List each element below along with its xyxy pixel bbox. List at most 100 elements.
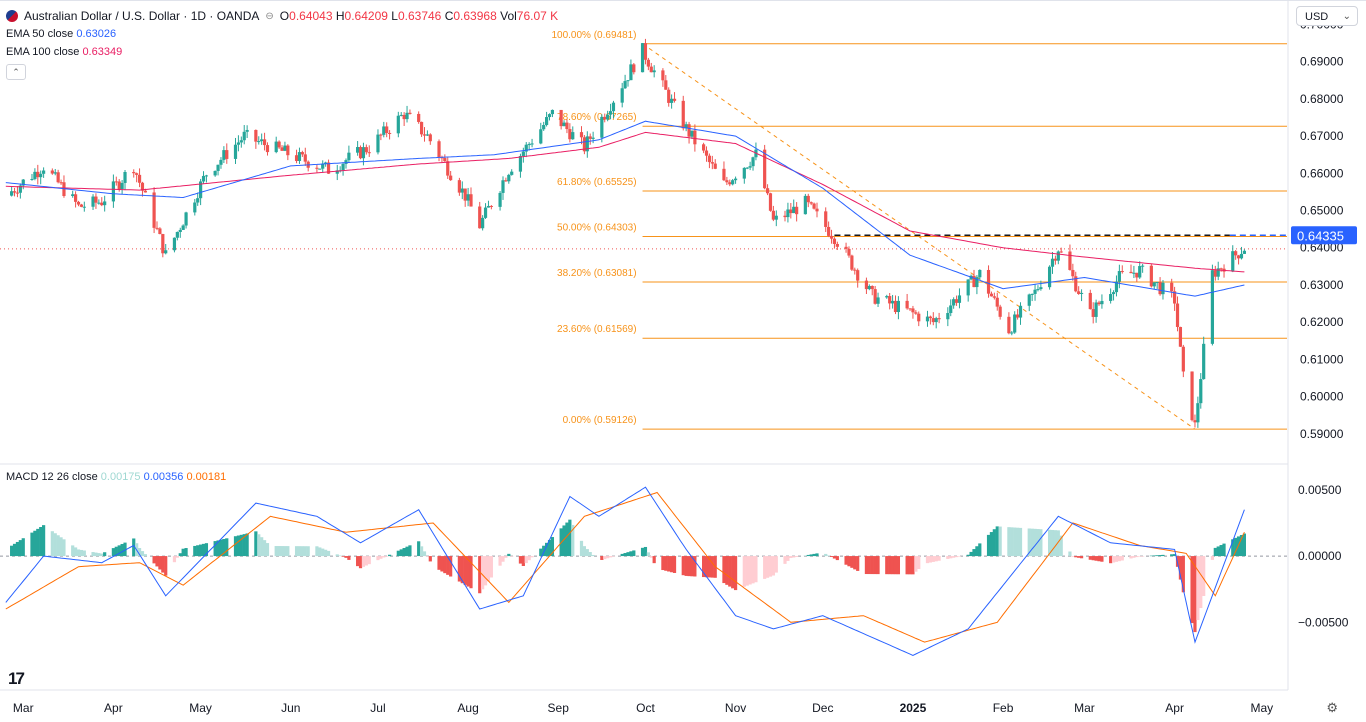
candle-body bbox=[204, 175, 209, 177]
candle-body bbox=[143, 190, 147, 193]
macd-hist-bar bbox=[1242, 533, 1246, 557]
candle-body bbox=[670, 98, 674, 103]
macd-hist-bar bbox=[672, 556, 677, 573]
macd-hist-bar bbox=[1129, 556, 1133, 559]
candle-body bbox=[1132, 272, 1136, 274]
candle-body bbox=[1178, 326, 1183, 347]
candle-body bbox=[460, 188, 464, 193]
macd-hist-bar bbox=[722, 556, 726, 584]
macd-hist-bar bbox=[486, 556, 491, 582]
macd-hist-bar bbox=[725, 556, 729, 585]
macd-hist-bar bbox=[812, 553, 816, 557]
gear-icon[interactable]: ⚙ bbox=[1326, 700, 1338, 715]
candle-body bbox=[201, 175, 206, 182]
candle-body bbox=[1141, 265, 1145, 267]
macd-hist-bar bbox=[1202, 556, 1206, 596]
ohlc-readout: O0.64043 H0.64209 L0.63746 C0.63968 Vol7… bbox=[279, 9, 559, 23]
candle-body bbox=[954, 299, 959, 303]
time-axis-label: Nov bbox=[725, 701, 746, 715]
candle-body bbox=[425, 134, 429, 136]
macd-hist-bar bbox=[643, 546, 648, 557]
tradingview-logo-icon: 17 bbox=[8, 669, 25, 688]
macd-hist-bar bbox=[1111, 556, 1116, 563]
candle-body bbox=[277, 141, 281, 148]
candle-body bbox=[550, 109, 555, 115]
candle-body bbox=[1091, 309, 1095, 317]
symbol-title[interactable]: Australian Dollar / U.S. Dollar · 1D · O… bbox=[24, 9, 260, 23]
candle-body bbox=[539, 129, 543, 144]
candle-body bbox=[629, 64, 633, 81]
macd-hist-bar bbox=[387, 554, 392, 557]
candle-body bbox=[850, 255, 854, 270]
macd-hist-bar bbox=[265, 543, 270, 557]
macd-hist-bar bbox=[850, 556, 854, 568]
macd-hist-bar bbox=[873, 556, 877, 575]
macd-hist-bar bbox=[71, 545, 75, 557]
fib-level-label: 78.60% (0.67265) bbox=[557, 112, 637, 123]
currency-select[interactable]: USD ⌄ bbox=[1296, 6, 1358, 26]
candles-group bbox=[10, 38, 1246, 428]
macd-hist-bar bbox=[957, 556, 962, 557]
macd-hist-bar bbox=[1222, 543, 1226, 557]
candle-body bbox=[829, 235, 834, 239]
price-tick-label: 0.63000 bbox=[1300, 278, 1344, 292]
macd-hist-bar bbox=[600, 556, 604, 560]
candle-body bbox=[847, 248, 851, 256]
candle-body bbox=[684, 124, 688, 129]
macd-hist-bar bbox=[425, 556, 429, 557]
price-tick-label: 0.59000 bbox=[1300, 427, 1344, 441]
candle-body bbox=[449, 175, 453, 181]
candle-body bbox=[30, 178, 34, 180]
macd-hist-bar bbox=[1236, 536, 1241, 557]
macd-hist-bar bbox=[890, 556, 895, 575]
candle-body bbox=[827, 226, 831, 236]
candle-body bbox=[649, 66, 653, 73]
macd-hist-bar bbox=[56, 535, 60, 557]
macd-hist-bar bbox=[1039, 529, 1043, 557]
candle-body bbox=[1033, 289, 1037, 294]
candle-body bbox=[672, 98, 677, 101]
candle-body bbox=[530, 143, 534, 145]
ema50-legend[interactable]: EMA 50 close 0.63026 bbox=[6, 28, 117, 40]
candle-body bbox=[1213, 270, 1217, 277]
candle-body bbox=[94, 196, 98, 203]
macd-hist-bar bbox=[481, 556, 485, 590]
time-axis-label: May bbox=[1250, 701, 1273, 715]
macd-hist-bar bbox=[489, 556, 493, 578]
candle-body bbox=[193, 202, 197, 213]
candle-body bbox=[710, 162, 714, 164]
macd-hist-bar bbox=[652, 556, 656, 564]
macd-hist-bar bbox=[466, 556, 470, 587]
time-axis-label: 2025 bbox=[900, 701, 927, 715]
macd-hist-bar bbox=[181, 548, 185, 557]
macd-legend[interactable]: MACD 12 26 close 0.00175 0.00356 0.00181 bbox=[6, 471, 227, 483]
macd-hist-bar bbox=[152, 556, 156, 564]
candle-body bbox=[1152, 282, 1156, 287]
candle-body bbox=[914, 312, 918, 314]
macd-hist-bar bbox=[542, 545, 546, 557]
macd-hist-bar bbox=[437, 556, 441, 570]
macd-hist-bar bbox=[966, 554, 970, 557]
macd-hist-bar bbox=[885, 556, 889, 575]
macd-hist-bar bbox=[422, 551, 427, 557]
macd-hist-bar bbox=[196, 545, 200, 557]
macd-hist-bar bbox=[783, 556, 787, 564]
ema100-legend[interactable]: EMA 100 close 0.63349 bbox=[6, 46, 123, 58]
price-tag bbox=[1291, 226, 1357, 245]
candle-body bbox=[265, 145, 270, 153]
candle-body bbox=[18, 185, 22, 193]
candle-body bbox=[1161, 282, 1165, 295]
macd-hist-bar bbox=[969, 551, 973, 557]
candle-body bbox=[1234, 251, 1238, 256]
candle-body bbox=[498, 192, 502, 207]
candle-body bbox=[1120, 271, 1124, 273]
candle-body bbox=[481, 217, 485, 229]
macd-hist-bar bbox=[687, 556, 691, 577]
visibility-eye-icon[interactable]: ⊖ bbox=[265, 10, 274, 22]
candle-body bbox=[885, 296, 889, 298]
collapse-legend-button[interactable]: ⌃ bbox=[6, 64, 26, 80]
macd-hist-bar bbox=[483, 556, 488, 586]
candle-body bbox=[140, 182, 145, 191]
candle-body bbox=[1239, 253, 1244, 259]
